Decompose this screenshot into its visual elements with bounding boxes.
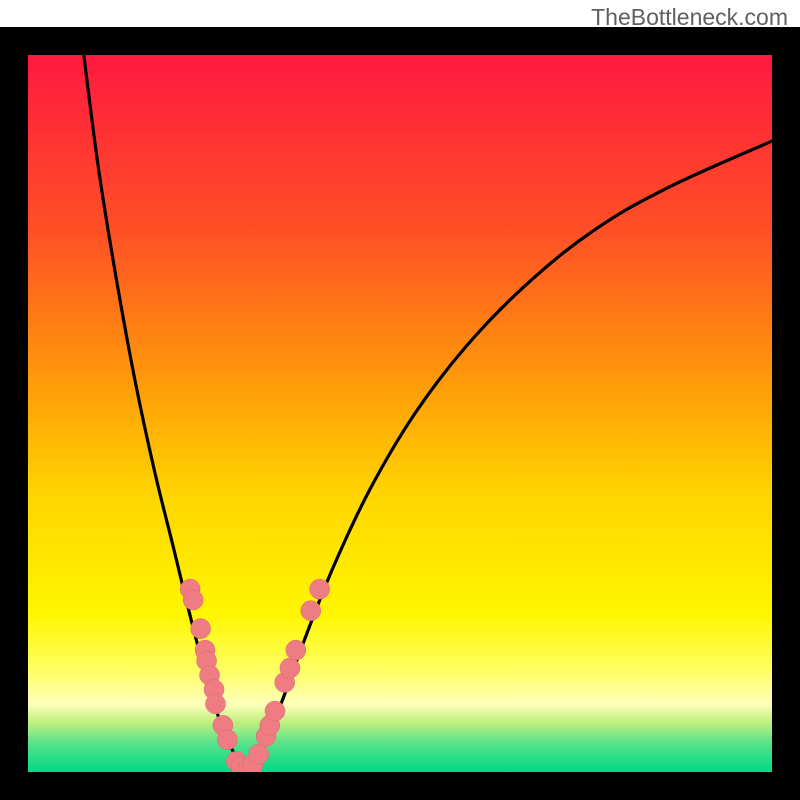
gradient-background xyxy=(28,55,772,772)
chart-container: TheBottleneck.com xyxy=(0,0,800,800)
chart-frame xyxy=(0,27,800,800)
